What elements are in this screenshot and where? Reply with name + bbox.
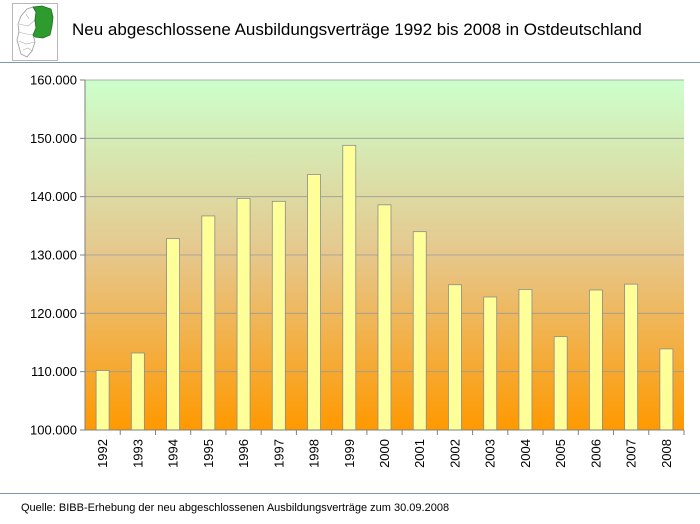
x-tick-label: 2007 [624, 439, 639, 468]
x-tick-label: 1999 [342, 439, 357, 468]
bar-2004 [518, 289, 533, 431]
x-tick-label: 1992 [95, 439, 110, 468]
x-tick-label: 2004 [518, 439, 533, 468]
x-tick-label: 2001 [412, 439, 427, 468]
x-tick-label: 1997 [271, 439, 286, 468]
x-tick-label: 1994 [166, 439, 181, 468]
y-tick-label: 120.000 [30, 306, 77, 321]
bar-1995 [201, 215, 216, 431]
bar-2007 [624, 283, 639, 431]
y-tick-label: 150.000 [30, 131, 77, 146]
bar-2006 [589, 289, 603, 431]
x-tick-label: 2005 [553, 439, 568, 468]
west-germany-internal-borders [17, 13, 36, 52]
bars [95, 144, 674, 431]
bar-1993 [130, 352, 145, 431]
bar-2008 [659, 348, 674, 431]
x-axis-tick-labels: 1992 1993 1994 1995 1996 1997 1998 1999 2000 2001… [95, 430, 685, 468]
x-tick-label: 2008 [659, 439, 674, 468]
bar-2001 [412, 231, 427, 431]
y-tick-label: 110.000 [31, 364, 77, 379]
source-note: Quelle: BIBB-Erhebung der neu abgeschlos… [21, 502, 450, 514]
bar-2003 [483, 296, 498, 431]
east-germany-region [32, 5, 54, 39]
x-tick-label: 2002 [447, 439, 462, 468]
y-tick-label: 140.000 [30, 189, 77, 204]
x-tick-label: 1996 [236, 439, 251, 468]
x-tick-label: 2006 [588, 439, 603, 468]
footer-divider [0, 493, 700, 494]
y-axis-tick-labels: 100.000 110.000 120.000 130.000 140.000 150.0… [30, 73, 85, 438]
y-tick-label: 100.000 [30, 423, 77, 438]
y-tick-label: 130.000 [30, 248, 77, 263]
bar-2000 [377, 204, 392, 431]
bar-2005 [553, 336, 568, 431]
x-tick-label: 1995 [201, 439, 216, 468]
bar-2002 [448, 284, 462, 431]
bar-1996 [236, 198, 251, 431]
bar-1997 [271, 200, 286, 431]
chart-title: Neu abgeschlossene Ausbildungsverträge 1… [72, 20, 642, 39]
header-divider [0, 62, 700, 63]
germany-map-east-highlighted-icon [16, 5, 54, 58]
x-tick-label: 1998 [307, 439, 322, 468]
bar-1999 [342, 144, 357, 431]
bar-1992 [95, 370, 110, 431]
bar-1998 [307, 174, 321, 431]
bar-1994 [166, 238, 180, 431]
x-tick-label: 2003 [483, 439, 498, 468]
y-tick-label: 160.000 [30, 73, 77, 88]
germany-map-logo [12, 3, 58, 61]
x-tick-label: 2000 [377, 439, 392, 468]
x-tick-label: 1993 [130, 439, 145, 468]
